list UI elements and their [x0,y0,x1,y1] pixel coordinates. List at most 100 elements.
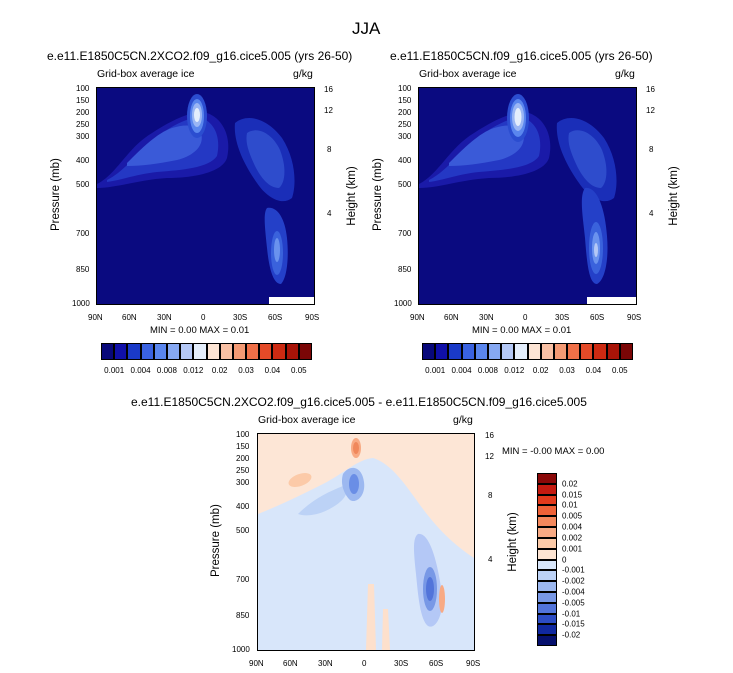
pressure-tick: 850 [76,265,90,274]
pressure-tick: 200 [236,454,250,463]
panel2-y2label: Height (km) [668,166,680,226]
panel2-ylabel: Pressure (mb) [372,158,384,231]
colorbar-swatch [166,343,181,360]
colorbar-label: -0.01 [562,609,581,619]
colorbar-swatch [527,343,541,360]
lat-tick: 90S [466,659,481,668]
pressure-tick: 300 [76,132,90,141]
pressure-tick: 500 [398,180,412,189]
panel1-colorbar-labels: 0.001 0.004 0.008 0.012 0.02 0.03 0.04 0.05 [101,366,312,378]
colorbar-swatch [537,559,557,571]
lat-tick: 30N [318,659,333,668]
colorbar-swatch [537,527,557,538]
colorbar-swatch [153,343,167,360]
lat-tick: 30N [157,313,172,322]
panel3-min-max: MIN = -0.00 MAX = 0.00 [502,446,605,457]
pressure-tick: 200 [398,108,412,117]
panel3-colorbar [537,473,557,646]
height-tick: 16 [324,85,333,94]
pressure-tick: 1000 [394,299,412,308]
panel3-left-label: Grid-box average ice [258,414,356,426]
pressure-tick: 250 [236,466,250,475]
height-tick: 16 [646,85,655,94]
panel1-y2label: Height (km) [346,166,358,226]
panel3-heatmap [258,434,474,650]
colorbar-swatch [422,343,436,360]
colorbar-label: 0.012 [504,366,525,375]
colorbar-swatch [285,343,299,360]
colorbar-label: 0.03 [559,366,575,375]
colorbar-label: 0.015 [562,490,583,500]
colorbar-label: 0.008 [156,366,177,375]
colorbar-swatch [537,624,557,636]
panel1-heatmap [97,88,314,304]
colorbar-label: 0.05 [612,366,628,375]
colorbar-swatch [127,343,141,360]
pressure-tick: 850 [398,265,412,274]
lat-tick: 60S [429,659,444,668]
colorbar-swatch [537,570,557,582]
height-tick: 8 [488,491,493,500]
colorbar-label: 0.03 [238,366,254,375]
colorbar-swatch [474,343,488,360]
panel3-y2label: Height (km) [507,512,519,572]
colorbar-label: 0.012 [183,366,204,375]
colorbar-swatch [487,343,502,360]
colorbar-label: 0.008 [477,366,498,375]
panel2-left-label: Grid-box average ice [419,68,517,80]
panel1-colorbar [101,343,312,360]
height-tick: 12 [646,106,655,115]
colorbar-label: 0.04 [264,366,281,375]
lat-tick: 0 [362,659,367,668]
lat-tick: 30S [233,313,248,322]
colorbar-swatch [140,343,154,360]
pressure-tick: 400 [398,156,412,165]
colorbar-swatch [537,494,557,506]
panel1-min-max: MIN = 0.00 MAX = 0.01 [150,325,250,336]
lat-tick: 60S [268,313,283,322]
panel2-colorbar-labels: 0.001 0.004 0.008 0.012 0.02 0.03 0.04 0.05 [422,366,633,378]
colorbar-swatch [114,343,128,360]
colorbar-label: 0.002 [562,533,583,543]
pressure-tick: 500 [76,180,90,189]
colorbar-label: 0.02 [211,366,228,375]
lat-tick: 30N [479,313,494,322]
panel3-ylabel: Pressure (mb) [210,504,222,577]
panel2-min-max: MIN = 0.00 MAX = 0.01 [472,325,572,336]
colorbar-label: 0.04 [585,366,602,375]
lat-tick: 60N [122,313,137,322]
colorbar-label: -0.001 [562,565,585,575]
colorbar-label: 0.004 [451,366,472,375]
colorbar-swatch [567,343,581,360]
colorbar-swatch [537,602,557,614]
panel3-plot-area [257,433,475,651]
colorbar-swatch [461,343,475,360]
height-tick: 4 [649,209,654,218]
lat-tick: 90N [88,313,103,322]
lat-tick: 0 [523,313,528,322]
lat-tick: 30S [555,313,570,322]
colorbar-swatch [553,343,568,360]
colorbar-label: 0.004 [562,522,583,532]
panel1-plot-area [96,87,315,305]
colorbar-swatch [206,343,220,360]
colorbar-swatch [537,613,557,625]
colorbar-swatch [537,537,557,549]
page-title: JJA [352,19,381,38]
colorbar-label: -0.002 [562,576,585,586]
panel1-units-label: g/kg [293,68,313,80]
height-tick: 8 [327,145,332,154]
pressure-tick: 400 [76,156,90,165]
colorbar-swatch [259,343,273,360]
lat-tick: 60S [590,313,605,322]
colorbar-swatch [537,548,557,560]
colorbar-label: 0.005 [562,511,583,521]
lat-tick: 0 [201,313,206,322]
height-tick: 4 [488,555,493,564]
colorbar-swatch [537,483,557,495]
colorbar-swatch [272,343,286,360]
panel2-colorbar [422,343,633,360]
colorbar-swatch [448,343,462,360]
colorbar-swatch [101,343,115,360]
colorbar-swatch [193,343,207,360]
